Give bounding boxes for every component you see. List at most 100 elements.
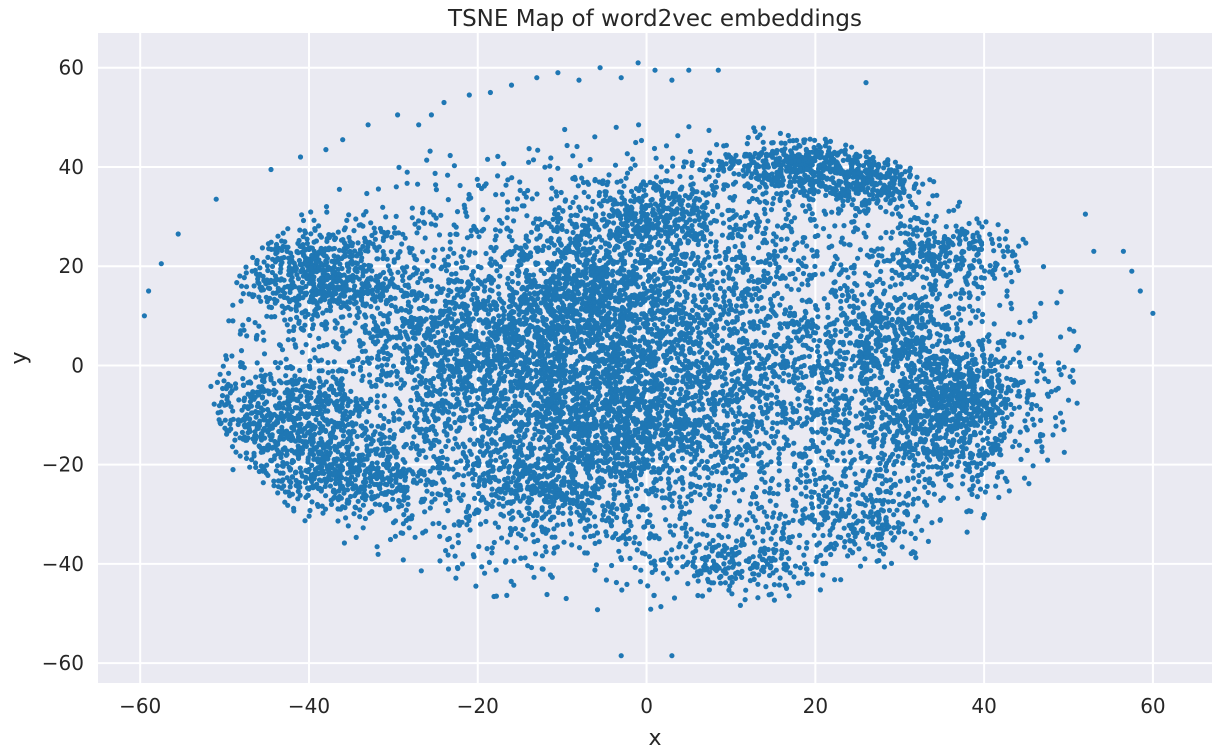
scatter-point	[722, 249, 728, 256]
scatter-point	[433, 431, 439, 437]
scatter-point	[723, 470, 729, 476]
scatter-point	[513, 545, 519, 551]
scatter-point	[517, 187, 523, 193]
scatter-point	[260, 329, 266, 335]
scatter-point	[445, 552, 451, 558]
scatter-point	[765, 355, 771, 361]
scatter-point	[683, 501, 689, 507]
scatter-point	[693, 303, 699, 309]
scatter-point	[638, 137, 645, 144]
scatter-point	[445, 197, 451, 203]
scatter-point	[824, 462, 831, 468]
scatter-point	[467, 249, 473, 255]
scatter-point	[778, 236, 784, 242]
scatter-point	[800, 239, 806, 245]
scatter-point	[1004, 293, 1010, 299]
scatter-point	[390, 363, 397, 369]
scatter-point	[357, 507, 363, 513]
scatter-point	[656, 536, 662, 542]
scatter-point	[832, 253, 839, 259]
scatter-point	[743, 356, 749, 362]
scatter-point	[375, 338, 381, 344]
scatter-point	[351, 511, 357, 517]
scatter-point	[552, 207, 558, 213]
scatter-point	[861, 429, 868, 435]
scatter-point	[603, 577, 610, 583]
scatter-point	[415, 181, 421, 187]
scatter-point	[714, 361, 721, 367]
scatter-point	[758, 419, 764, 425]
scatter-point	[773, 260, 779, 267]
scatter-point	[244, 333, 250, 339]
scatter-point	[754, 501, 760, 507]
scatter-point	[995, 222, 1001, 228]
scatter-point	[791, 380, 797, 386]
scatter-point	[809, 211, 815, 217]
scatter-point	[375, 551, 381, 557]
scatter-point	[1004, 228, 1010, 234]
scatter-point	[966, 290, 972, 296]
scatter-point	[786, 379, 793, 385]
scatter-point	[1070, 379, 1076, 385]
scatter-point	[1004, 288, 1010, 294]
scatter-point	[458, 254, 464, 260]
scatter-point	[447, 152, 453, 159]
scatter-point	[437, 558, 443, 564]
scatter-point	[997, 302, 1003, 308]
scatter-point	[460, 246, 467, 252]
scatter-point	[776, 460, 783, 467]
scatter-point	[762, 489, 768, 495]
scatter-point	[416, 225, 422, 231]
scatter-point	[718, 440, 724, 446]
scatter-point	[700, 354, 706, 361]
scatter-point	[600, 211, 606, 217]
scatter-point	[448, 385, 454, 392]
scatter-point	[472, 495, 478, 501]
scatter-point	[859, 373, 865, 379]
scatter-point	[396, 416, 402, 422]
scatter-point	[739, 339, 745, 345]
scatter-point	[464, 458, 471, 465]
scatter-point	[380, 321, 386, 327]
scatter-point	[608, 523, 615, 529]
scatter-point	[476, 376, 482, 382]
scatter-point	[735, 418, 741, 424]
scatter-point	[767, 262, 773, 268]
scatter-point	[752, 349, 758, 356]
scatter-point	[953, 321, 960, 327]
scatter-point	[790, 270, 796, 277]
scatter-point	[747, 308, 753, 314]
scatter-point	[530, 157, 537, 163]
scatter-point	[307, 507, 313, 514]
scatter-point	[667, 529, 674, 535]
scatter-point	[857, 247, 864, 253]
scatter-point	[697, 484, 703, 490]
scatter-point	[403, 441, 409, 448]
scatter-point	[788, 401, 794, 407]
scatter-point	[746, 278, 752, 284]
scatter-point	[393, 213, 399, 219]
scatter-point	[883, 412, 889, 418]
scatter-point	[462, 205, 468, 211]
scatter-point	[816, 380, 822, 386]
scatter-point	[302, 322, 308, 328]
scatter-point	[592, 134, 598, 140]
scatter-point	[332, 325, 338, 331]
scatter-point	[695, 592, 701, 599]
scatter-point	[726, 311, 732, 317]
scatter-point	[771, 597, 778, 603]
scatter-point	[1067, 326, 1073, 332]
scatter-point	[964, 529, 970, 535]
scatter-point	[353, 216, 359, 222]
scatter-point	[762, 383, 768, 389]
scatter-point	[295, 488, 301, 494]
scatter-point	[750, 255, 757, 261]
scatter-point	[484, 214, 491, 220]
scatter-point	[721, 289, 728, 295]
scatter-point	[812, 263, 818, 269]
scatter-point	[803, 398, 809, 404]
scatter-point	[259, 245, 265, 251]
scatter-point	[768, 207, 775, 213]
scatter-point	[730, 345, 736, 351]
scatter-point	[773, 502, 779, 508]
